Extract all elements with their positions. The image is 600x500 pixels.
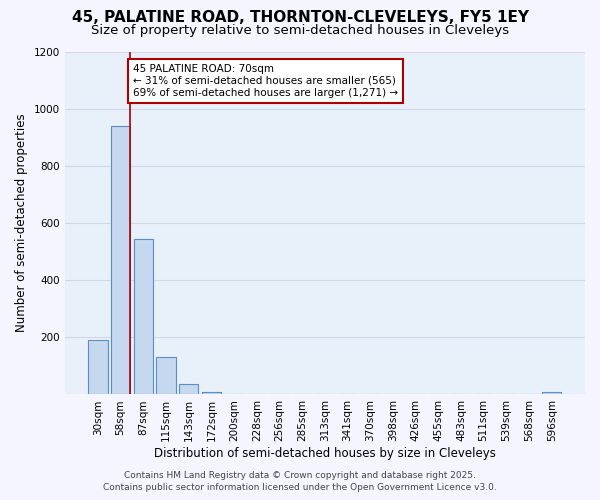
Bar: [88, 340, 107, 394]
Bar: [157, 358, 176, 395]
Y-axis label: Number of semi-detached properties: Number of semi-detached properties: [15, 114, 28, 332]
Bar: [202, 392, 221, 394]
Bar: [111, 126, 130, 394]
Text: 45 PALATINE ROAD: 70sqm
← 31% of semi-detached houses are smaller (565)
69% of s: 45 PALATINE ROAD: 70sqm ← 31% of semi-de…: [133, 64, 398, 98]
Text: Contains HM Land Registry data © Crown copyright and database right 2025.
Contai: Contains HM Land Registry data © Crown c…: [103, 471, 497, 492]
Text: Size of property relative to semi-detached houses in Cleveleys: Size of property relative to semi-detach…: [91, 24, 509, 37]
Bar: [134, 238, 153, 394]
X-axis label: Distribution of semi-detached houses by size in Cleveleys: Distribution of semi-detached houses by …: [154, 447, 496, 460]
Text: 45, PALATINE ROAD, THORNTON-CLEVELEYS, FY5 1EY: 45, PALATINE ROAD, THORNTON-CLEVELEYS, F…: [71, 10, 529, 25]
Bar: [179, 384, 199, 394]
Bar: [542, 392, 562, 394]
